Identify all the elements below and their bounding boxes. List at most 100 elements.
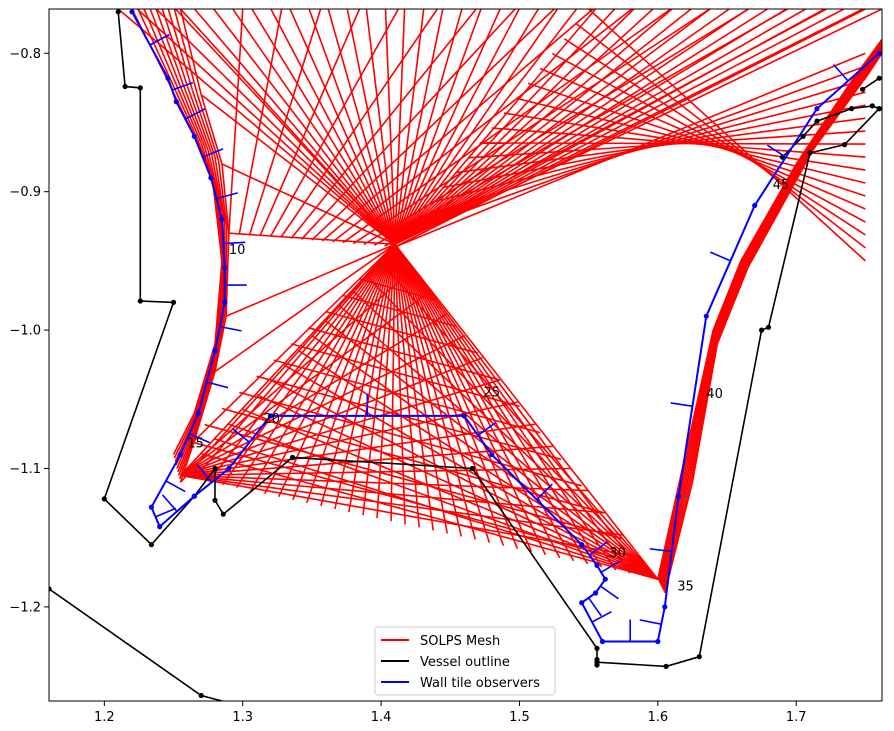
mesh-edge bbox=[191, 90, 216, 158]
mesh-edge bbox=[394, 243, 561, 559]
mesh-edge bbox=[325, 320, 659, 580]
legend: SOLPS Mesh Vessel outline Wall tile obse… bbox=[374, 626, 556, 696]
observer-label: 40 bbox=[706, 387, 723, 402]
wall-observer-tick bbox=[477, 421, 497, 436]
mesh-edge bbox=[193, 360, 216, 431]
mesh-edge bbox=[311, 334, 659, 580]
wall-vertex bbox=[599, 638, 606, 645]
x-axis: 1.2 1.3 1.4 1.5 1.6 1.7 bbox=[94, 701, 807, 725]
mesh-edge bbox=[143, 9, 177, 83]
mesh-edge bbox=[173, 9, 198, 93]
vessel-vertex bbox=[807, 150, 813, 156]
mesh-edge bbox=[170, 79, 199, 141]
vessel-segment bbox=[49, 588, 226, 701]
x-tick-label: 1.3 bbox=[232, 710, 253, 725]
vessel-vertex bbox=[469, 465, 475, 472]
wall-vertex bbox=[461, 413, 467, 419]
mesh-edge bbox=[214, 316, 227, 372]
vessel-vertex bbox=[594, 659, 600, 665]
observer-label: 10 bbox=[229, 243, 246, 258]
mesh-edge bbox=[394, 9, 482, 245]
wall-vertex bbox=[219, 216, 225, 222]
wall-vertex bbox=[165, 75, 171, 81]
mesh-edge bbox=[712, 261, 743, 333]
y-tick-label: −0.9 bbox=[9, 185, 41, 200]
mesh-edge bbox=[394, 9, 463, 245]
observer-label: 20 bbox=[264, 412, 281, 427]
mesh-edge bbox=[297, 349, 659, 580]
mesh-edge bbox=[193, 9, 396, 245]
mesh-edge bbox=[394, 9, 654, 245]
solps-mesh bbox=[117, 9, 882, 594]
mesh-edge bbox=[394, 9, 425, 245]
mesh-edge bbox=[684, 329, 714, 455]
mesh-edge bbox=[394, 9, 692, 245]
mesh-edge bbox=[394, 9, 559, 245]
wall-vertex bbox=[191, 133, 197, 139]
wall-vertex bbox=[129, 9, 135, 15]
vessel-vertex bbox=[869, 103, 875, 109]
mesh-edge bbox=[273, 359, 541, 434]
mesh-edge bbox=[242, 408, 659, 580]
wall-vertex bbox=[594, 562, 600, 569]
mesh-edge bbox=[685, 331, 715, 459]
mesh-edge bbox=[187, 88, 213, 154]
vessel-vertex bbox=[220, 511, 226, 517]
vessel-vertex bbox=[696, 654, 702, 660]
x-tick-label: 1.2 bbox=[94, 710, 115, 725]
mesh-edge bbox=[180, 474, 623, 536]
mesh-edge bbox=[180, 312, 448, 477]
mesh-edge bbox=[178, 437, 196, 480]
wall-observer-tick bbox=[231, 427, 251, 443]
legend-label-wall: Wall tile observers bbox=[420, 676, 540, 691]
wall-vertex bbox=[222, 265, 228, 271]
mesh-edge bbox=[479, 142, 866, 145]
vessel-vertex bbox=[115, 9, 121, 15]
wall-observer-tick bbox=[206, 381, 229, 389]
mesh-edge bbox=[137, 9, 172, 81]
mesh-edge bbox=[527, 82, 866, 197]
mesh-edge bbox=[180, 290, 431, 477]
mesh-edge bbox=[346, 9, 396, 245]
mesh-edge bbox=[394, 9, 864, 246]
vessel-segment bbox=[862, 77, 880, 90]
mesh-edge bbox=[228, 9, 244, 234]
mesh-edge bbox=[384, 9, 396, 245]
mesh-edge bbox=[852, 40, 882, 81]
observer-label: 30 bbox=[609, 546, 626, 561]
vessel-vertex bbox=[759, 327, 765, 333]
vessel-vertex bbox=[148, 542, 154, 548]
mesh-edge bbox=[193, 347, 216, 417]
legend-label-mesh: SOLPS Mesh bbox=[420, 634, 500, 649]
mesh-edge bbox=[221, 407, 603, 514]
mesh-edge bbox=[308, 327, 499, 381]
mesh-edge bbox=[360, 278, 437, 301]
vessel-outline bbox=[49, 9, 882, 701]
mesh-edge bbox=[221, 243, 396, 486]
wall-observer-tick bbox=[588, 541, 608, 556]
mesh-edge bbox=[384, 9, 827, 247]
mesh-edge bbox=[688, 336, 717, 469]
wall-vertex bbox=[579, 542, 585, 548]
mesh-edge bbox=[180, 474, 606, 514]
mesh-edge bbox=[691, 343, 719, 483]
wall-observer-tick bbox=[599, 585, 619, 600]
mesh-edge bbox=[394, 9, 673, 245]
vessel-vertex bbox=[122, 83, 128, 90]
mesh-edge bbox=[551, 52, 866, 223]
mesh-edge bbox=[716, 266, 748, 343]
mesh-edge bbox=[394, 243, 631, 574]
mesh-edge bbox=[715, 265, 747, 341]
mesh-edge bbox=[259, 9, 361, 237]
mesh-edge bbox=[377, 262, 416, 275]
mesh-edge bbox=[661, 471, 691, 589]
mesh-edge bbox=[394, 9, 711, 245]
mesh-edge bbox=[539, 67, 866, 210]
mesh-edge bbox=[327, 9, 396, 245]
vessel-vertex bbox=[594, 645, 600, 652]
mesh-edge bbox=[174, 82, 202, 144]
mesh-edge bbox=[225, 243, 396, 317]
mesh-edge bbox=[177, 430, 196, 473]
mesh-edge bbox=[394, 9, 749, 245]
